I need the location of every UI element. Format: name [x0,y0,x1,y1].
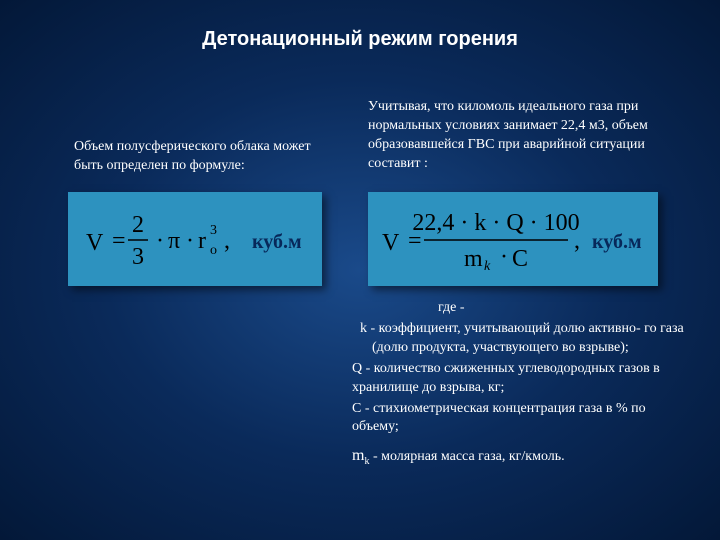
comma-1: , [224,228,230,254]
formula-box-right: V = 22,4 · k · Q · 100 m k · C , куб.м [368,192,658,286]
def-mk-m: m [352,447,364,464]
formula-left-svg: V = 2 3 · π · r o 3 , куб.м [68,192,322,286]
sym-pi: π [168,228,180,254]
frac-num-1: 2 [132,212,144,238]
formula-right-svg: V = 22,4 · k · Q · 100 m k · C , куб.м [368,192,658,286]
unit-right: куб.м [592,231,642,253]
where-label: где - [438,300,465,316]
den-C: C [512,246,528,272]
sym-r: r [198,228,206,254]
def-mk-rest: - молярная масса газа, кг/кмоль. [369,449,564,464]
frac-num-2: 22,4 · k · Q · 100 [412,210,579,236]
left-intro-text: Объем полусферического облака может быть… [74,138,324,176]
unit-left: куб.м [252,231,302,253]
def-C: С - стихиометрическая концентрация газа … [352,400,690,438]
def-Q: Q - количество сжиженных углеводородных … [352,360,690,398]
sym-V: V [86,230,104,256]
dot-2: · [186,228,194,254]
right-intro-text: Учитывая, что киломоль идеального газа п… [368,98,688,174]
den-mk: k [484,259,491,274]
sym-V2: V [382,230,400,256]
definitions: k - коэффициент, учитывающий долю активн… [352,320,690,471]
frac-den-1: 3 [132,244,144,270]
def-mk: mk - молярная масса газа, кг/кмоль. [352,445,690,468]
dot-1: · [156,228,164,254]
sym-r-sub: o [210,243,217,258]
page-title: Детонационный режим горения [0,28,720,51]
den-dot: · [500,244,508,270]
den-m: m [464,246,483,272]
comma-2: , [574,228,580,254]
formula-box-left: V = 2 3 · π · r o 3 , куб.м [68,192,322,286]
def-k: k - коэффициент, учитывающий долю активн… [352,320,690,358]
sym-eq: = [112,228,126,254]
sym-r-sup: 3 [210,223,217,238]
